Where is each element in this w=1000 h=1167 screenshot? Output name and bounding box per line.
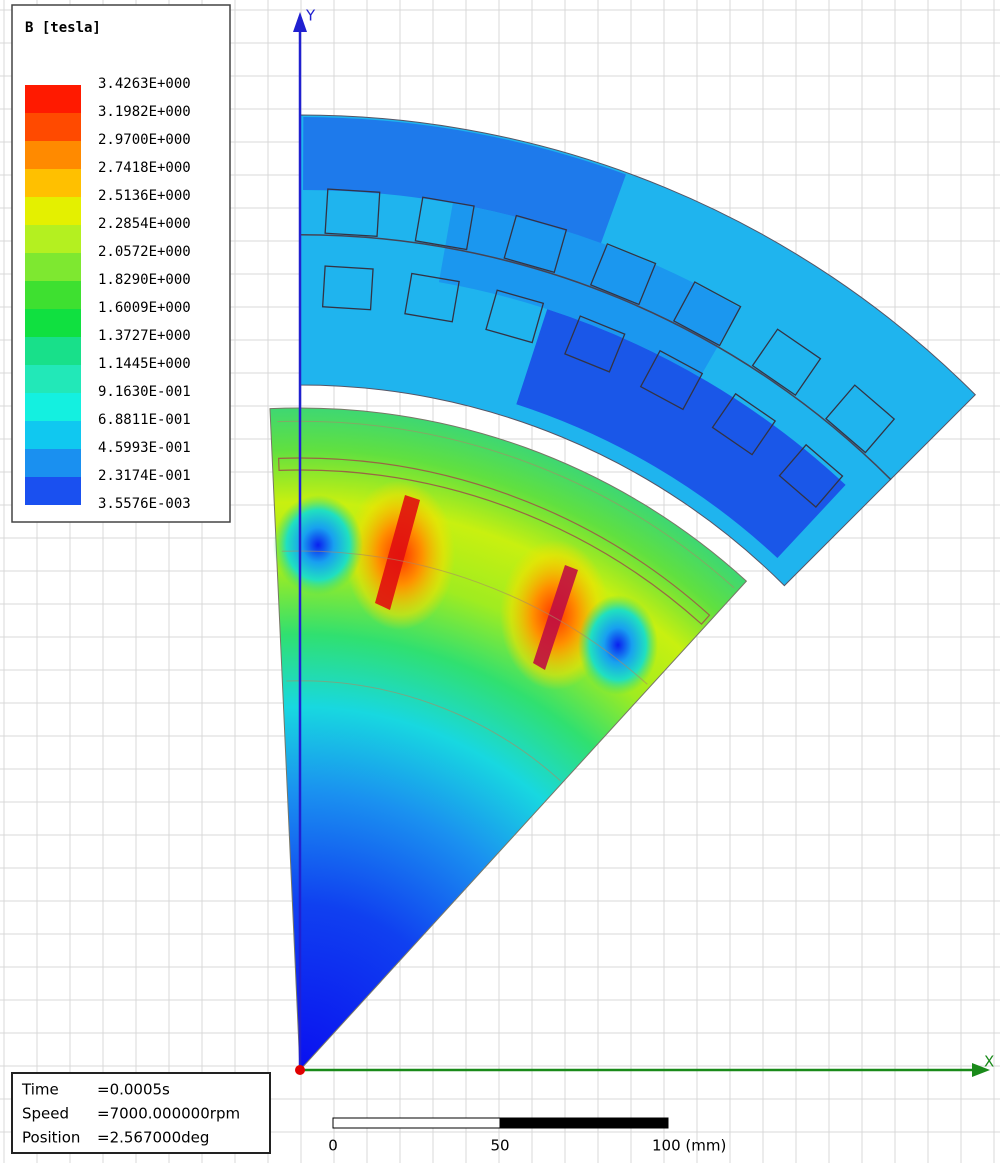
- legend-swatch: [25, 113, 81, 141]
- info-frame: [11, 1072, 271, 1154]
- slot: [711, 392, 777, 456]
- x-axis-label: X: [984, 1053, 994, 1071]
- legend-label: 1.3727E+000: [98, 328, 191, 344]
- origin: [295, 1065, 305, 1075]
- y-axis-label: Y: [305, 7, 316, 25]
- legend-label: 6.8811E-001: [98, 412, 191, 428]
- legend-label: 1.6009E+000: [98, 300, 191, 316]
- legend-label: 9.1630E-001: [98, 384, 191, 400]
- legend-label: 2.0572E+000: [98, 244, 191, 260]
- rotor-barrier: [278, 457, 711, 625]
- legend-label: 1.1445E+000: [98, 356, 191, 372]
- legend-swatch: [25, 449, 81, 477]
- legend-label: 2.7418E+000: [98, 160, 191, 176]
- legend-swatch: [25, 169, 81, 197]
- slot: [485, 289, 545, 344]
- geometry: YX: [269, 7, 994, 1077]
- slot: [414, 196, 475, 251]
- magnet: [533, 565, 578, 670]
- legend-swatch: [25, 197, 81, 225]
- x-arrow: [972, 1063, 990, 1077]
- legend-swatch: [25, 225, 81, 253]
- scale-white: [332, 1117, 501, 1129]
- legend-swatch: [25, 477, 81, 505]
- slot: [672, 281, 742, 347]
- slot: [503, 214, 568, 274]
- legend-swatch: [25, 309, 81, 337]
- legend-title: B [tesla]: [25, 20, 101, 36]
- legend-items: 3.4263E+000 3.1982E+000 2.9700E+000 2.7418E…: [25, 76, 191, 512]
- info-items: Time =0.0005s Speed =7000.000000rpm Position…: [21, 1081, 240, 1147]
- legend-label: 1.8290E+000: [98, 272, 191, 288]
- info-value: =0.0005s: [97, 1081, 170, 1099]
- legend-label: 2.2854E+000: [98, 216, 191, 232]
- scale-bar: 0 50 100 (mm): [328, 1117, 726, 1155]
- magnet: [375, 495, 420, 610]
- info-label: Speed: [22, 1105, 69, 1123]
- info-label: Position: [22, 1129, 80, 1147]
- slot: [825, 384, 896, 454]
- slot: [751, 328, 822, 397]
- info-box: Time =0.0005s Speed =7000.000000rpm Position…: [11, 1072, 271, 1154]
- cold-spot: [273, 495, 363, 595]
- legend: B [tesla] 3.4263E+000 3.1982E+000 2.9700E+…: [11, 4, 231, 523]
- legend-swatch: [25, 281, 81, 309]
- legend-label: 3.4263E+000: [98, 76, 191, 92]
- legend-swatch: [25, 85, 81, 113]
- y-arrow: [293, 12, 307, 32]
- flux-arc: [277, 420, 735, 589]
- slot: [778, 443, 844, 508]
- legend-swatch: [25, 365, 81, 393]
- scale-label: 0: [328, 1137, 338, 1155]
- slot: [324, 188, 381, 238]
- info-value: =2.567000deg: [97, 1129, 209, 1147]
- legend-label: 2.9700E+000: [98, 132, 191, 148]
- slot: [639, 349, 704, 411]
- scale-black: [499, 1117, 669, 1129]
- flux-arc: [281, 550, 648, 685]
- legend-swatch: [25, 421, 81, 449]
- info-value: =7000.000000rpm: [97, 1105, 240, 1123]
- legend-swatch: [25, 337, 81, 365]
- slot: [589, 243, 657, 306]
- stator-teeth-band: [516, 309, 846, 559]
- stator-outer-band: [303, 117, 626, 244]
- legend-label: 2.5136E+000: [98, 188, 191, 204]
- scale-label: 100 (mm): [652, 1137, 726, 1155]
- legend-label: 3.1982E+000: [98, 104, 191, 120]
- info-label: Time: [21, 1081, 59, 1099]
- slot: [321, 265, 374, 311]
- slot: [564, 315, 626, 373]
- legend-swatch: [25, 393, 81, 421]
- stator-mid-band: [438, 203, 740, 378]
- legend-label: 2.3174E-001: [98, 468, 191, 484]
- legend-label: 4.5993E-001: [98, 440, 191, 456]
- cold-spot: [578, 595, 658, 695]
- slot: [404, 272, 460, 323]
- scale-label: 50: [490, 1137, 509, 1155]
- legend-label: 3.5576E-003: [98, 496, 191, 512]
- legend-swatch: [25, 253, 81, 281]
- legend-swatch: [25, 141, 81, 169]
